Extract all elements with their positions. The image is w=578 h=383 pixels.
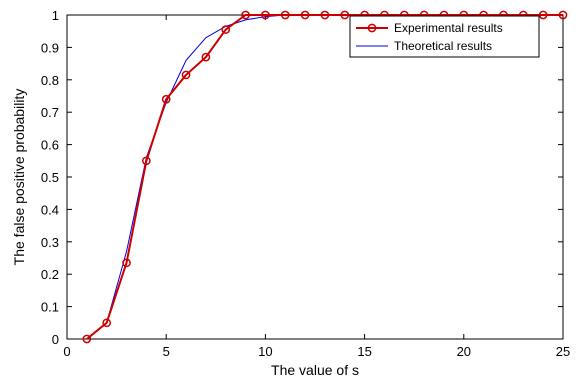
data-point-experimental (102, 318, 112, 328)
data-point-experimental (241, 10, 250, 20)
x-tick-label: 5 (163, 344, 170, 359)
data-point-experimental (261, 10, 270, 20)
data-point-experimental (558, 10, 568, 20)
y-tick-label: 0.7 (41, 105, 59, 120)
data-point-experimental (340, 10, 350, 20)
legend-label-experimental: Experimental results (394, 21, 503, 35)
y-tick-label: 0.2 (41, 267, 59, 282)
data-point-experimental (161, 94, 171, 104)
series-layer (82, 10, 568, 344)
legend: Experimental results Theoretical results (349, 15, 540, 58)
legend-label-theoretical: Theoretical results (394, 39, 492, 53)
legend-box (349, 15, 540, 58)
y-axis-label: The false positive probability (11, 89, 27, 266)
x-tick-label: 20 (457, 344, 471, 359)
y-tick-label: 1 (52, 8, 59, 23)
data-point-experimental (181, 70, 191, 80)
x-tick-label: 0 (63, 344, 70, 359)
y-tick-label: 0.6 (41, 138, 59, 153)
y-tick-label: 0.3 (41, 235, 59, 250)
y-tick-label: 0 (52, 332, 59, 347)
x-tick-label: 25 (556, 344, 570, 359)
x-axis-label: The value of s (271, 362, 359, 378)
data-point-experimental (201, 52, 211, 62)
data-point-experimental (221, 25, 231, 34)
y-tick-label: 0.4 (41, 202, 59, 217)
y-tick-label: 0.1 (41, 300, 59, 315)
x-tick-label: 10 (258, 344, 272, 359)
axis-ticks: 0 5 10 15 20 25 0 0.1 0.2 0.3 0.4 0.5 0.6 0.7 0.8 0.9 1 (41, 8, 570, 359)
y-tick-label: 0.8 (41, 73, 59, 88)
data-point-experimental (82, 334, 92, 344)
y-tick-label: 0.9 (41, 40, 59, 55)
y-tick-label: 0.5 (41, 170, 59, 185)
data-point-experimental (142, 156, 151, 166)
x-tick-label: 15 (357, 344, 371, 359)
data-point-experimental (122, 258, 131, 268)
data-point-experimental (300, 10, 310, 20)
legend-marker-experimental (367, 23, 377, 33)
data-point-experimental (538, 10, 548, 20)
series-line-experimental (86, 14, 563, 340)
data-point-experimental (280, 10, 290, 20)
data-point-experimental (320, 10, 330, 20)
